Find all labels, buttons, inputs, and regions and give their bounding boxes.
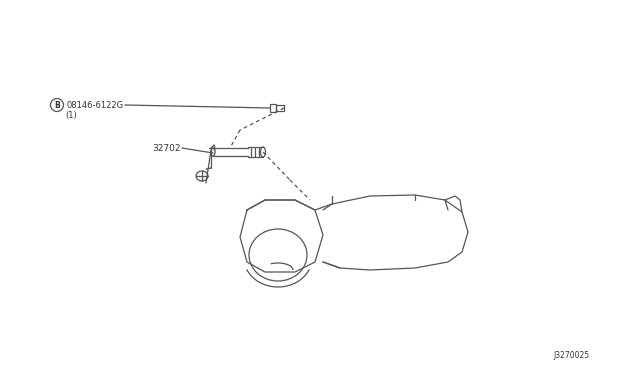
Bar: [270, 104, 276, 112]
Text: 32702: 32702: [152, 144, 180, 153]
Text: J3270025: J3270025: [554, 351, 590, 360]
Bar: [276, 105, 284, 111]
Text: 08146-6122G: 08146-6122G: [66, 100, 123, 109]
Text: (1): (1): [65, 110, 77, 119]
Text: B: B: [54, 100, 60, 109]
